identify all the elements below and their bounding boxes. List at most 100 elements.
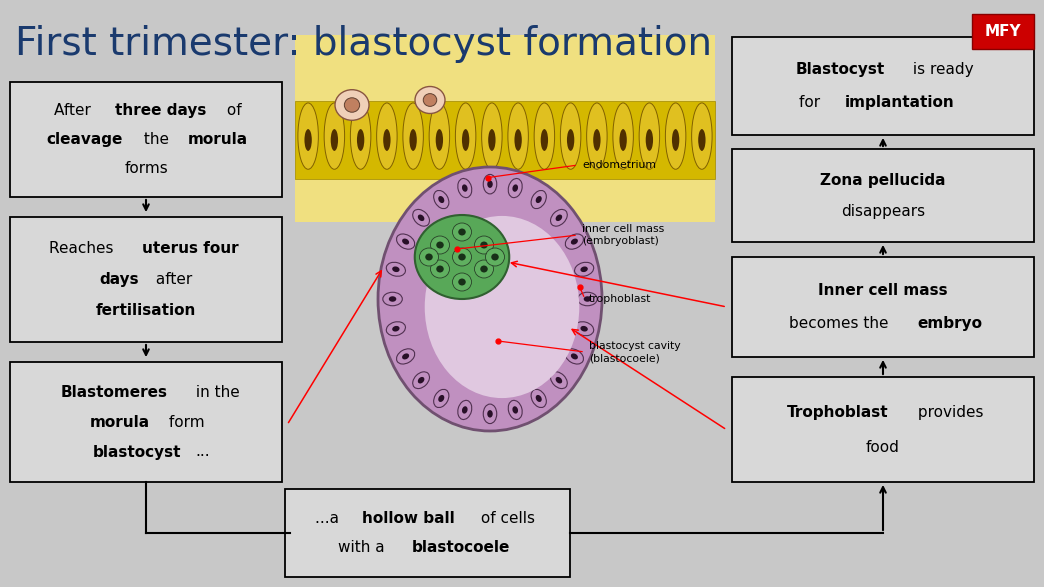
Ellipse shape xyxy=(571,238,578,245)
Ellipse shape xyxy=(324,103,345,169)
Ellipse shape xyxy=(483,174,497,194)
Ellipse shape xyxy=(412,372,429,389)
Ellipse shape xyxy=(397,234,414,249)
Ellipse shape xyxy=(480,265,488,272)
Ellipse shape xyxy=(420,248,438,266)
Ellipse shape xyxy=(481,103,502,169)
Ellipse shape xyxy=(536,395,542,402)
Ellipse shape xyxy=(397,349,414,364)
Ellipse shape xyxy=(402,353,409,359)
Text: forms: forms xyxy=(124,161,168,176)
Ellipse shape xyxy=(383,129,390,151)
Ellipse shape xyxy=(357,129,364,151)
Ellipse shape xyxy=(550,372,567,389)
Text: ...: ... xyxy=(196,444,211,460)
Text: embryo: embryo xyxy=(918,316,982,331)
Text: morula: morula xyxy=(188,132,247,147)
Text: Reaches: Reaches xyxy=(49,241,118,256)
Ellipse shape xyxy=(386,262,405,276)
Ellipse shape xyxy=(574,322,594,336)
Text: fertilisation: fertilisation xyxy=(96,303,196,318)
Ellipse shape xyxy=(383,292,402,306)
Ellipse shape xyxy=(457,178,472,198)
Ellipse shape xyxy=(531,389,546,407)
Ellipse shape xyxy=(423,93,436,106)
Ellipse shape xyxy=(593,129,600,151)
Ellipse shape xyxy=(305,129,312,151)
Text: Blastocyst: Blastocyst xyxy=(796,62,885,77)
Ellipse shape xyxy=(402,238,409,245)
Text: MFY: MFY xyxy=(984,24,1021,39)
Text: uterus four: uterus four xyxy=(142,241,239,256)
Text: days: days xyxy=(99,272,139,287)
Ellipse shape xyxy=(513,184,518,192)
Ellipse shape xyxy=(438,395,445,402)
Ellipse shape xyxy=(698,129,706,151)
Ellipse shape xyxy=(458,228,466,235)
Ellipse shape xyxy=(488,410,493,417)
Ellipse shape xyxy=(587,103,608,169)
Ellipse shape xyxy=(475,260,494,278)
Text: ...a: ...a xyxy=(315,511,345,526)
Ellipse shape xyxy=(492,254,499,261)
Ellipse shape xyxy=(584,296,591,302)
Ellipse shape xyxy=(485,248,504,266)
Ellipse shape xyxy=(475,236,494,254)
Ellipse shape xyxy=(436,265,444,272)
Ellipse shape xyxy=(425,216,579,398)
Ellipse shape xyxy=(418,377,425,383)
Ellipse shape xyxy=(461,184,468,192)
Ellipse shape xyxy=(571,353,578,359)
Text: blastocyst: blastocyst xyxy=(92,444,181,460)
Ellipse shape xyxy=(536,196,542,203)
Ellipse shape xyxy=(457,400,472,420)
Text: Zona pellucida: Zona pellucida xyxy=(821,173,946,187)
Ellipse shape xyxy=(455,103,476,169)
Ellipse shape xyxy=(565,349,584,364)
Ellipse shape xyxy=(613,103,634,169)
FancyBboxPatch shape xyxy=(732,257,1034,357)
Text: disappears: disappears xyxy=(840,204,925,218)
Text: inner cell mass
(embryoblast): inner cell mass (embryoblast) xyxy=(582,224,664,246)
Text: Inner cell mass: Inner cell mass xyxy=(818,283,948,298)
Text: morula: morula xyxy=(90,414,150,430)
FancyBboxPatch shape xyxy=(972,14,1034,49)
Ellipse shape xyxy=(345,98,359,112)
Ellipse shape xyxy=(416,86,445,113)
Ellipse shape xyxy=(488,180,493,188)
Text: three days: three days xyxy=(115,103,206,118)
FancyBboxPatch shape xyxy=(295,35,715,222)
FancyBboxPatch shape xyxy=(732,37,1034,135)
Text: after: after xyxy=(151,272,192,287)
Ellipse shape xyxy=(393,266,400,272)
Ellipse shape xyxy=(430,236,450,254)
FancyBboxPatch shape xyxy=(285,489,570,577)
Ellipse shape xyxy=(425,254,433,261)
Ellipse shape xyxy=(393,326,400,332)
Ellipse shape xyxy=(412,210,429,226)
Ellipse shape xyxy=(535,103,554,169)
Ellipse shape xyxy=(414,215,509,299)
Text: Trophoblast: Trophoblast xyxy=(787,404,888,420)
Ellipse shape xyxy=(561,103,580,169)
Text: endometrium: endometrium xyxy=(582,160,656,170)
Ellipse shape xyxy=(489,129,496,151)
Text: with a: with a xyxy=(338,540,389,555)
FancyBboxPatch shape xyxy=(732,149,1034,242)
Text: form: form xyxy=(165,414,205,430)
Ellipse shape xyxy=(639,103,660,169)
Ellipse shape xyxy=(418,214,425,221)
Ellipse shape xyxy=(429,103,450,169)
Ellipse shape xyxy=(436,241,444,248)
Text: food: food xyxy=(867,440,900,454)
Ellipse shape xyxy=(567,129,574,151)
Ellipse shape xyxy=(377,103,397,169)
FancyBboxPatch shape xyxy=(10,362,282,482)
Text: Blastomeres: Blastomeres xyxy=(61,384,168,400)
Ellipse shape xyxy=(508,178,522,198)
Ellipse shape xyxy=(386,322,405,336)
Ellipse shape xyxy=(515,129,522,151)
Ellipse shape xyxy=(665,103,686,169)
Ellipse shape xyxy=(433,190,449,208)
Text: implantation: implantation xyxy=(845,95,954,110)
